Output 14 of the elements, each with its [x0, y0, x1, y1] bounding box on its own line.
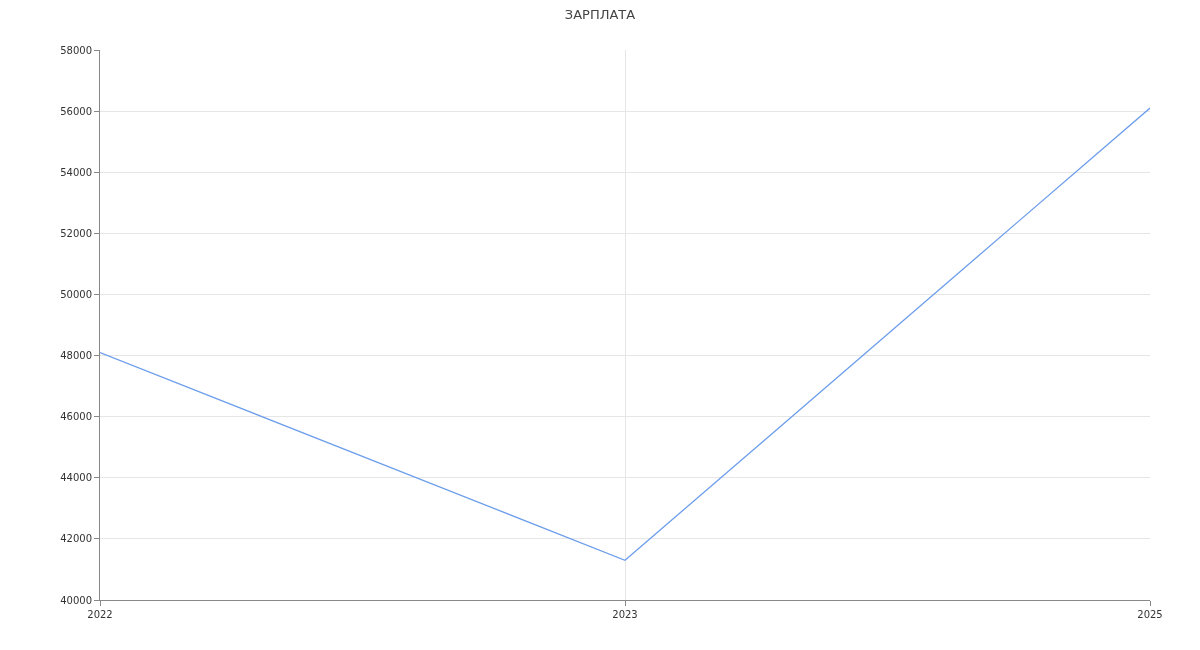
y-tick-label: 46000: [60, 411, 92, 423]
chart-title: ЗАРПЛАТА: [564, 6, 636, 22]
x-tick-label: 2025: [1137, 609, 1163, 620]
y-tick-label: 58000: [60, 44, 92, 56]
y-tick-label: 40000: [60, 594, 92, 606]
y-tick-label: 42000: [60, 533, 92, 545]
y-tick-label: 56000: [60, 105, 92, 117]
y-tick-label: 50000: [60, 288, 92, 300]
y-tick-label: 48000: [60, 350, 92, 362]
y-tick-label: 54000: [60, 166, 92, 178]
x-tick-label: 2023: [612, 609, 638, 620]
y-tick-label: 44000: [60, 472, 92, 484]
y-tick-label: 52000: [60, 227, 92, 239]
x-tick-label: 2022: [87, 609, 113, 620]
